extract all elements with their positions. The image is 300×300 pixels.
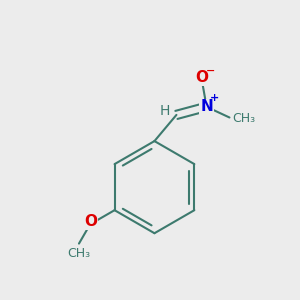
Text: CH₃: CH₃ [232, 112, 256, 125]
Text: H: H [159, 104, 170, 118]
Text: CH₃: CH₃ [68, 247, 91, 260]
Text: −: − [206, 66, 215, 76]
Text: N: N [200, 99, 213, 114]
Text: O: O [195, 70, 208, 85]
Text: +: + [210, 93, 220, 103]
Text: O: O [84, 214, 97, 230]
